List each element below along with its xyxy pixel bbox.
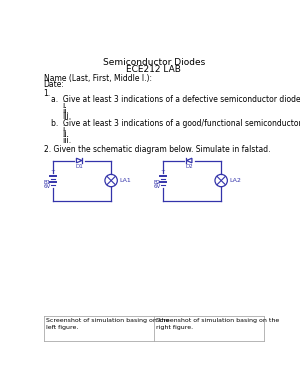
Text: ii.: ii. xyxy=(62,130,69,140)
Text: LA2: LA2 xyxy=(230,178,242,183)
Text: LA1: LA1 xyxy=(120,178,131,183)
Text: ii.: ii. xyxy=(62,107,69,116)
Text: D2: D2 xyxy=(185,165,193,170)
Text: B1: B1 xyxy=(44,180,51,185)
Text: iii.: iii. xyxy=(62,136,71,145)
Text: Semiconductor Diodes: Semiconductor Diodes xyxy=(103,58,205,67)
Text: +: + xyxy=(161,168,165,173)
Text: Name (Last, First, Middle I.):: Name (Last, First, Middle I.): xyxy=(44,73,152,83)
Text: iii.: iii. xyxy=(62,112,71,121)
Text: a.  Give at least 3 indications of a defective semiconductor diode.: a. Give at least 3 indications of a defe… xyxy=(52,95,300,104)
Text: Date:: Date: xyxy=(44,80,64,90)
Text: i.: i. xyxy=(62,125,67,134)
Text: D1: D1 xyxy=(75,165,83,170)
Text: +: + xyxy=(51,168,56,173)
Text: Screenshot of simulation basing on the
left figure.: Screenshot of simulation basing on the l… xyxy=(46,318,169,329)
Text: Screenshot of simulation basing on the
right figure.: Screenshot of simulation basing on the r… xyxy=(156,318,279,329)
Text: 6V: 6V xyxy=(154,184,161,189)
Text: 2. Given the schematic diagram below. Simulate in falstad.: 2. Given the schematic diagram below. Si… xyxy=(44,145,270,154)
Text: B2: B2 xyxy=(154,180,161,185)
Text: 6V: 6V xyxy=(44,184,51,189)
Text: b.  Give at least 3 indications of a good/functional semiconductor diode.: b. Give at least 3 indications of a good… xyxy=(52,119,300,128)
Text: ECE212 LAB: ECE212 LAB xyxy=(126,65,181,74)
Text: 1.: 1. xyxy=(44,89,51,98)
Text: i.: i. xyxy=(62,101,67,110)
